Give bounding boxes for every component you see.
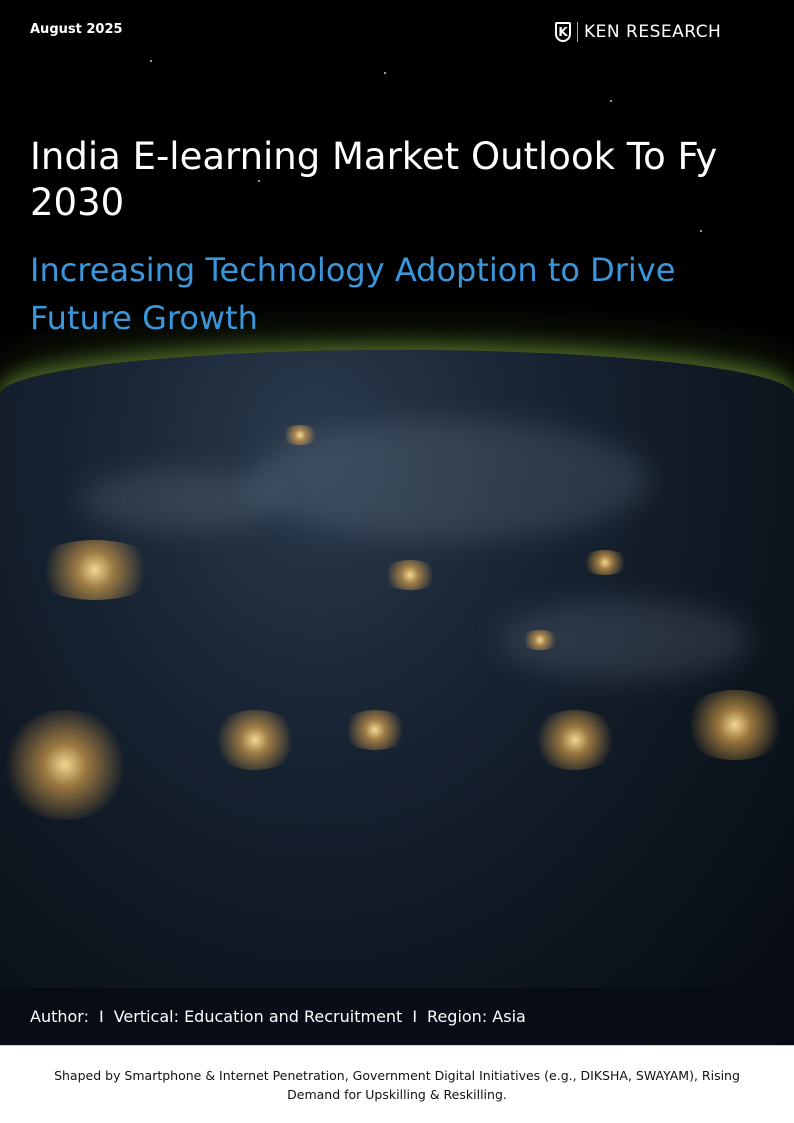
vertical-label: Vertical: Education and Recruitment <box>113 1006 403 1026</box>
footer-summary: Shaped by Smartphone & Internet Penetrat… <box>0 1045 794 1123</box>
meta-separator: I <box>412 1006 418 1026</box>
logo-text: KEN RESEARCH <box>584 22 722 42</box>
report-title: India E-learning Market Outlook To Fy 20… <box>30 135 718 224</box>
meta-separator: I <box>98 1006 104 1026</box>
report-meta-bar: Author: I Vertical: Education and Recrui… <box>0 988 794 1044</box>
report-subtitle: Increasing Technology Adoption to Drive … <box>30 251 676 337</box>
logo-mark-icon: K <box>555 22 571 42</box>
publication-date: August 2025 <box>30 22 123 37</box>
author-label: Author: <box>30 1006 89 1026</box>
region-label: Region: Asia <box>427 1006 526 1026</box>
cover-image-earth-at-night <box>0 60 794 1045</box>
logo-divider <box>577 22 578 42</box>
ken-research-logo: K KEN RESEARCH <box>555 22 721 42</box>
